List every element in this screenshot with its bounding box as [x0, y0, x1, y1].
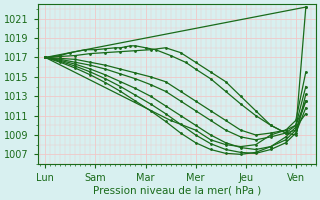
- X-axis label: Pression niveau de la mer( hPa ): Pression niveau de la mer( hPa ): [93, 186, 261, 196]
